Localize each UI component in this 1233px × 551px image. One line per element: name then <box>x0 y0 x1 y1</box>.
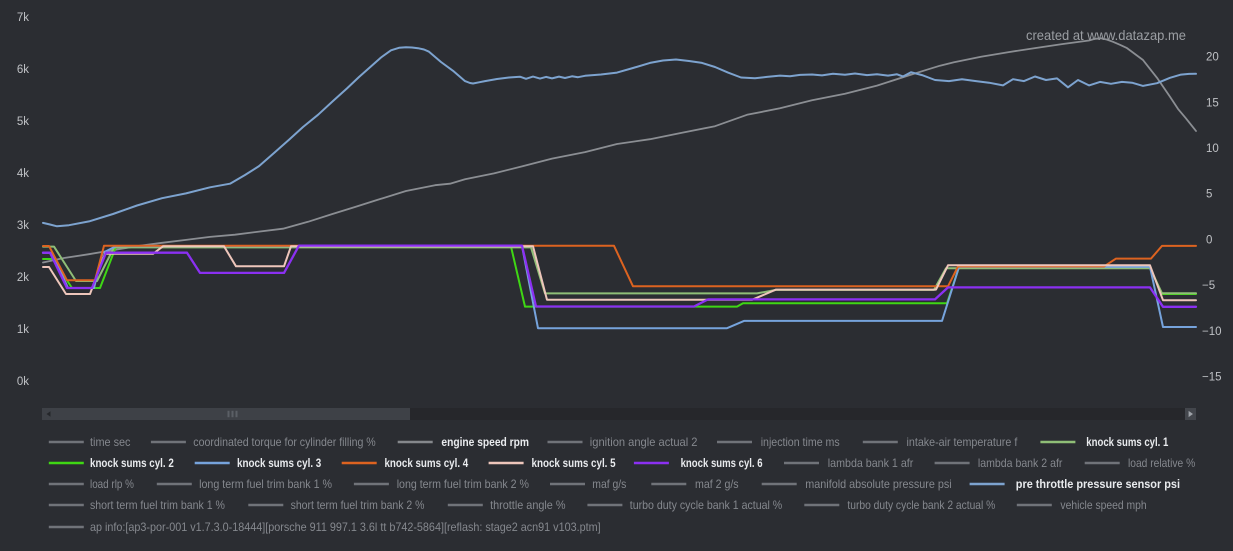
svg-text:ap info:[ap3-por-001 v1.7.3.0-: ap info:[ap3-por-001 v1.7.3.0-18444][por… <box>90 520 601 534</box>
svg-text:lambda bank 1 afr: lambda bank 1 afr <box>828 456 914 470</box>
svg-text:short term fuel trim bank 2 %: short term fuel trim bank 2 % <box>291 498 425 512</box>
svg-text:coordinated torque for cylinde: coordinated torque for cylinder filling … <box>193 435 376 449</box>
svg-text:knock sums cyl. 2: knock sums cyl. 2 <box>90 456 174 470</box>
svg-text:knock sums cyl. 3: knock sums cyl. 3 <box>237 456 322 470</box>
svg-text:intake-air temperature f: intake-air temperature f <box>907 435 1018 449</box>
svg-text:1k: 1k <box>17 324 29 336</box>
svg-text:load rlp %: load rlp % <box>90 477 134 491</box>
svg-text:short term fuel trim bank 1 %: short term fuel trim bank 1 % <box>90 498 225 512</box>
svg-text:5: 5 <box>1206 189 1212 201</box>
svg-text:knock sums cyl. 5: knock sums cyl. 5 <box>532 456 616 470</box>
svg-text:4k: 4k <box>17 168 29 180</box>
svg-text:lambda bank 2 afr: lambda bank 2 afr <box>978 456 1063 470</box>
svg-text:ignition angle actual 2: ignition angle actual 2 <box>590 435 698 449</box>
svg-text:maf g/s: maf g/s <box>592 477 626 491</box>
svg-text:10: 10 <box>1206 143 1219 155</box>
svg-text:0: 0 <box>1206 234 1212 246</box>
svg-text:throttle angle %: throttle angle % <box>490 498 566 512</box>
svg-text:−15: −15 <box>1202 372 1222 384</box>
svg-text:long term fuel trim bank 2 %: long term fuel trim bank 2 % <box>397 477 530 491</box>
svg-text:load relative %: load relative % <box>1128 456 1195 470</box>
svg-text:pre throttle pressure sensor p: pre throttle pressure sensor psi <box>1016 477 1180 491</box>
svg-text:injection time ms: injection time ms <box>761 435 840 449</box>
svg-text:20: 20 <box>1206 52 1219 64</box>
svg-text:time sec: time sec <box>90 435 131 449</box>
svg-text:3k: 3k <box>17 220 29 232</box>
svg-text:long term fuel trim bank 1 %: long term fuel trim bank 1 % <box>199 477 332 491</box>
svg-text:turbo duty cycle bank 2 actual: turbo duty cycle bank 2 actual % <box>847 498 995 512</box>
svg-text:knock sums cyl. 1: knock sums cyl. 1 <box>1086 435 1168 449</box>
svg-text:maf 2 g/s: maf 2 g/s <box>695 477 739 491</box>
svg-text:15: 15 <box>1206 97 1219 109</box>
svg-text:−5: −5 <box>1202 280 1215 292</box>
svg-text:5k: 5k <box>17 116 29 128</box>
svg-text:6k: 6k <box>17 64 29 76</box>
svg-text:0k: 0k <box>17 376 29 388</box>
svg-text:manifold absolute pressure psi: manifold absolute pressure psi <box>805 477 951 491</box>
svg-text:engine speed rpm: engine speed rpm <box>441 435 529 449</box>
svg-text:vehicle speed mph: vehicle speed mph <box>1060 498 1146 512</box>
svg-text:2k: 2k <box>17 272 29 284</box>
svg-text:7k: 7k <box>17 12 29 24</box>
svg-text:knock sums cyl. 6: knock sums cyl. 6 <box>681 456 763 470</box>
svg-text:knock sums cyl. 4: knock sums cyl. 4 <box>385 456 469 470</box>
svg-text:turbo duty cycle bank 1 actual: turbo duty cycle bank 1 actual % <box>630 498 783 512</box>
svg-text:−10: −10 <box>1202 326 1222 338</box>
svg-text:created at www.datazap.me: created at www.datazap.me <box>1026 27 1186 43</box>
